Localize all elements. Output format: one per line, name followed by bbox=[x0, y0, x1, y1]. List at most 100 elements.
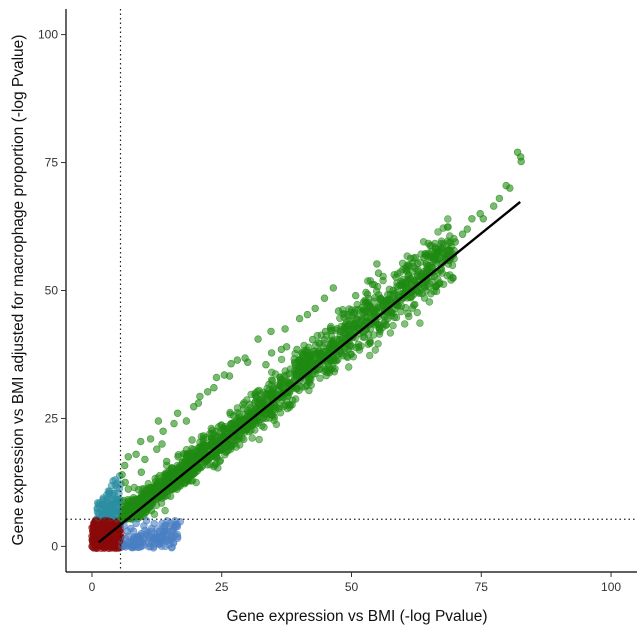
data-point bbox=[366, 351, 374, 360]
data-point bbox=[359, 333, 367, 341]
data-point bbox=[154, 417, 163, 425]
data-point bbox=[389, 321, 397, 330]
data-point bbox=[132, 519, 140, 528]
data-point bbox=[260, 423, 268, 431]
data-point bbox=[316, 374, 324, 382]
x-tick-label: 100 bbox=[601, 580, 621, 594]
data-point bbox=[212, 373, 221, 382]
data-point bbox=[389, 286, 397, 295]
data-point bbox=[101, 504, 110, 513]
data-point bbox=[280, 372, 288, 380]
data-point bbox=[199, 432, 208, 440]
data-point bbox=[262, 361, 270, 369]
data-point bbox=[334, 307, 343, 315]
data-point bbox=[405, 312, 413, 321]
data-point bbox=[286, 401, 294, 409]
x-tick-label: 50 bbox=[345, 580, 359, 594]
threshold-lines bbox=[66, 9, 637, 572]
data-point bbox=[276, 409, 285, 417]
data-point bbox=[416, 273, 424, 281]
data-point bbox=[94, 529, 102, 537]
data-point bbox=[446, 232, 454, 240]
data-point bbox=[267, 349, 276, 357]
data-point bbox=[243, 396, 251, 404]
data-point bbox=[105, 522, 114, 531]
data-point bbox=[413, 308, 421, 317]
data-point bbox=[422, 287, 430, 295]
data-point bbox=[121, 478, 129, 487]
fit-line-layer bbox=[97, 201, 521, 544]
data-point bbox=[94, 521, 103, 529]
data-point bbox=[411, 264, 419, 273]
data-point bbox=[458, 230, 467, 238]
data-point bbox=[155, 532, 164, 541]
data-point bbox=[196, 392, 204, 401]
x-tick-label: 25 bbox=[215, 580, 229, 594]
data-point bbox=[132, 450, 140, 458]
y-tick-label: 50 bbox=[45, 284, 59, 298]
data-point bbox=[251, 391, 259, 399]
data-point bbox=[375, 324, 383, 332]
data-point bbox=[173, 409, 182, 417]
data-point bbox=[174, 453, 182, 461]
data-point bbox=[431, 244, 440, 253]
data-point bbox=[277, 355, 286, 364]
data-point bbox=[141, 455, 149, 464]
data-point bbox=[138, 485, 146, 493]
data-point bbox=[444, 215, 452, 223]
data-point bbox=[105, 487, 114, 495]
regression-line bbox=[97, 201, 521, 544]
data-point bbox=[327, 332, 336, 340]
data-point bbox=[248, 434, 256, 442]
data-point bbox=[495, 194, 504, 203]
data-point bbox=[355, 343, 363, 351]
data-point bbox=[438, 248, 446, 256]
data-point bbox=[217, 421, 225, 430]
data-point bbox=[449, 274, 457, 282]
data-point bbox=[386, 297, 395, 305]
data-point bbox=[157, 499, 166, 507]
data-point bbox=[171, 471, 179, 480]
data-point bbox=[168, 526, 177, 534]
data-point bbox=[233, 404, 242, 412]
data-point bbox=[100, 517, 109, 525]
data-point bbox=[121, 534, 130, 543]
data-point bbox=[233, 356, 242, 364]
data-point bbox=[180, 480, 189, 488]
data-point bbox=[221, 427, 229, 435]
data-point bbox=[311, 369, 319, 378]
data-point bbox=[111, 507, 119, 515]
data-point bbox=[374, 340, 382, 348]
data-point bbox=[295, 314, 304, 323]
data-point bbox=[329, 284, 337, 292]
data-point bbox=[145, 492, 153, 501]
data-point bbox=[176, 518, 184, 526]
y-axis-title: Gene expression vs BMI adjusted for macr… bbox=[10, 35, 27, 546]
data-point bbox=[476, 210, 484, 218]
data-point bbox=[210, 384, 218, 392]
data-point bbox=[142, 517, 151, 525]
y-tick-label: 25 bbox=[45, 411, 59, 425]
data-point bbox=[366, 302, 374, 310]
data-point bbox=[109, 477, 117, 485]
data-point bbox=[239, 401, 247, 409]
data-point bbox=[227, 443, 235, 451]
data-point bbox=[270, 413, 278, 421]
data-point bbox=[88, 536, 97, 544]
data-point bbox=[188, 436, 196, 444]
data-point bbox=[103, 542, 111, 550]
data-point bbox=[302, 376, 310, 384]
data-point bbox=[146, 435, 155, 443]
data-point bbox=[292, 361, 300, 369]
data-point bbox=[208, 436, 216, 444]
tick-labels: 0 25 50 75 100 0 25 50 75 100 bbox=[38, 28, 621, 594]
data-point bbox=[293, 345, 301, 354]
data-point bbox=[408, 304, 417, 312]
data-point bbox=[432, 282, 440, 290]
data-point bbox=[326, 342, 335, 350]
data-point bbox=[321, 327, 330, 336]
data-point bbox=[163, 517, 171, 525]
y-tick-label: 100 bbox=[38, 28, 58, 42]
data-point bbox=[190, 403, 198, 411]
data-point bbox=[173, 532, 182, 541]
